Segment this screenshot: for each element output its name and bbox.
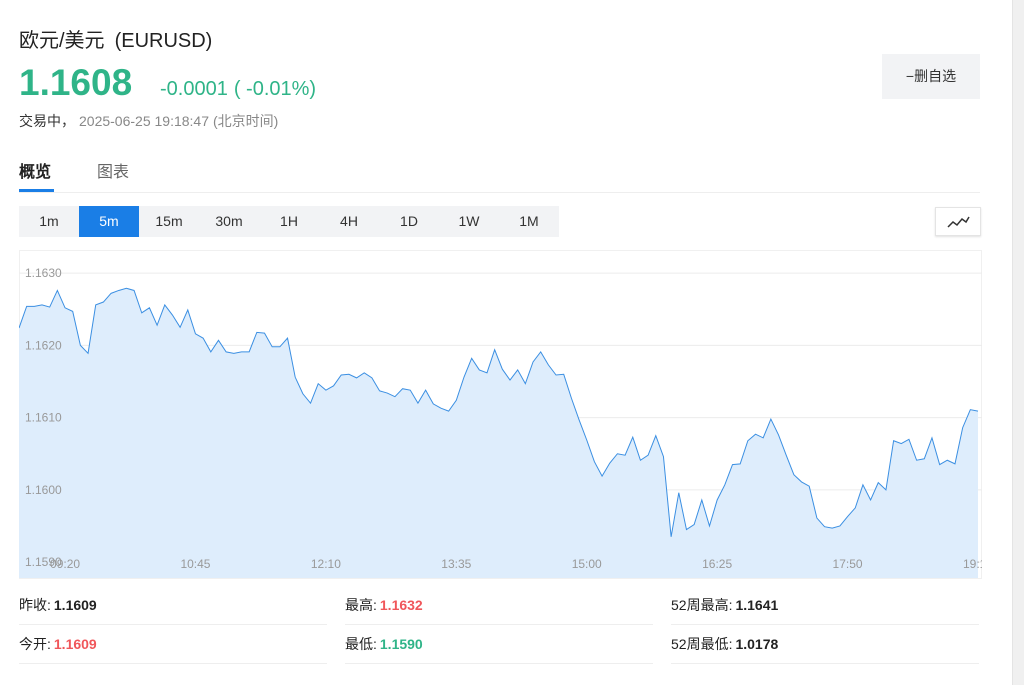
stat-label: 今开:: [19, 636, 51, 652]
stat-value: 1.1609: [53, 597, 97, 613]
stat-label: 52周最高:: [671, 597, 733, 613]
interval-button[interactable]: 1H: [280, 213, 298, 229]
stat: 52周最低: 1.0178: [671, 625, 979, 664]
y-tick-label: 1.1590: [25, 555, 62, 569]
stat-label: 最高:: [345, 597, 377, 613]
interval-button[interactable]: 5m: [79, 206, 139, 237]
stat-value: 1.0178: [735, 636, 779, 652]
stat: 最高: 1.1632: [345, 586, 653, 625]
x-tick-label: 13:35: [441, 557, 471, 571]
y-tick-label: 1.1620: [25, 338, 62, 352]
minus-icon: −: [905, 68, 915, 84]
area-fill: [19, 288, 978, 578]
trade-status: 交易中， 2025-06-25 19:18:47 (北京时间): [19, 111, 278, 131]
x-tick-label: 19:15: [963, 557, 982, 571]
stat-value: 1.1632: [379, 597, 423, 613]
stat-value: 1.1641: [735, 597, 779, 613]
y-tick-label: 1.1600: [25, 483, 62, 497]
x-tick-label: 12:10: [311, 557, 341, 571]
interval-button[interactable]: 1M: [519, 213, 539, 229]
interval-button[interactable]: 4H: [340, 213, 358, 229]
tab-divider: [19, 192, 980, 193]
change: -0.0001: [160, 78, 228, 100]
instrument-name: 欧元/美元: [19, 30, 105, 52]
price-line: [19, 287, 979, 537]
stat: 52周最高: 1.1641: [671, 586, 979, 625]
interval-bar: 1m 5m 15m 30m 1H 4H 1D 1W 1M: [19, 206, 559, 237]
tab-underline: [19, 189, 54, 192]
stat-label: 52周最低:: [671, 636, 733, 652]
price-change: -0.0001( -0.01%): [160, 78, 316, 101]
instrument-code: (EURUSD): [114, 30, 213, 52]
x-tick-label: 17:50: [833, 557, 863, 571]
x-tick-label: 15:00: [572, 557, 602, 571]
watch-button[interactable]: −删自选: [882, 54, 980, 99]
stat-value: 1.1609: [53, 636, 97, 652]
x-tick-label: 16:25: [702, 557, 732, 571]
chart-style-button[interactable]: [935, 207, 981, 236]
tab[interactable]: 概览: [19, 164, 52, 181]
watch-label: 删自选: [914, 68, 957, 84]
interval-button[interactable]: 1W: [458, 213, 480, 229]
instrument-title: 欧元/美元 (EURUSD): [19, 24, 212, 53]
y-tick-label: 1.1630: [25, 266, 62, 280]
interval-button[interactable]: 15m: [155, 213, 183, 229]
scrollbar[interactable]: [1012, 0, 1024, 685]
stat: 今开: 1.1609: [19, 625, 327, 664]
interval-button[interactable]: 1D: [400, 213, 418, 229]
chart: 1.1590 1.1600 1.1610 1.1620 1.1630 09:20 10:45…: [19, 250, 982, 579]
stat-label: 最低:: [345, 636, 377, 652]
tab[interactable]: 图表: [97, 164, 130, 181]
x-tick-label: 09:20: [50, 557, 80, 571]
interval-button[interactable]: 30m: [215, 213, 243, 229]
last-price: 1.1608: [19, 62, 133, 103]
stat: 昨收: 1.1609: [19, 586, 327, 625]
x-tick-label: 10:45: [180, 557, 210, 571]
datetime: 2025-06-25 19:18:47: [79, 113, 209, 129]
change-pct: ( -0.01%): [233, 78, 317, 100]
timezone: (北京时间): [213, 113, 279, 129]
interval-button[interactable]: 1m: [39, 213, 59, 229]
stat-value: 1.1590: [379, 636, 423, 652]
y-tick-label: 1.1610: [25, 411, 62, 425]
stat: 最低: 1.1590: [345, 625, 653, 664]
status: 交易中，: [19, 113, 75, 129]
line-icon: [947, 216, 970, 228]
stat-label: 昨收:: [19, 597, 51, 613]
